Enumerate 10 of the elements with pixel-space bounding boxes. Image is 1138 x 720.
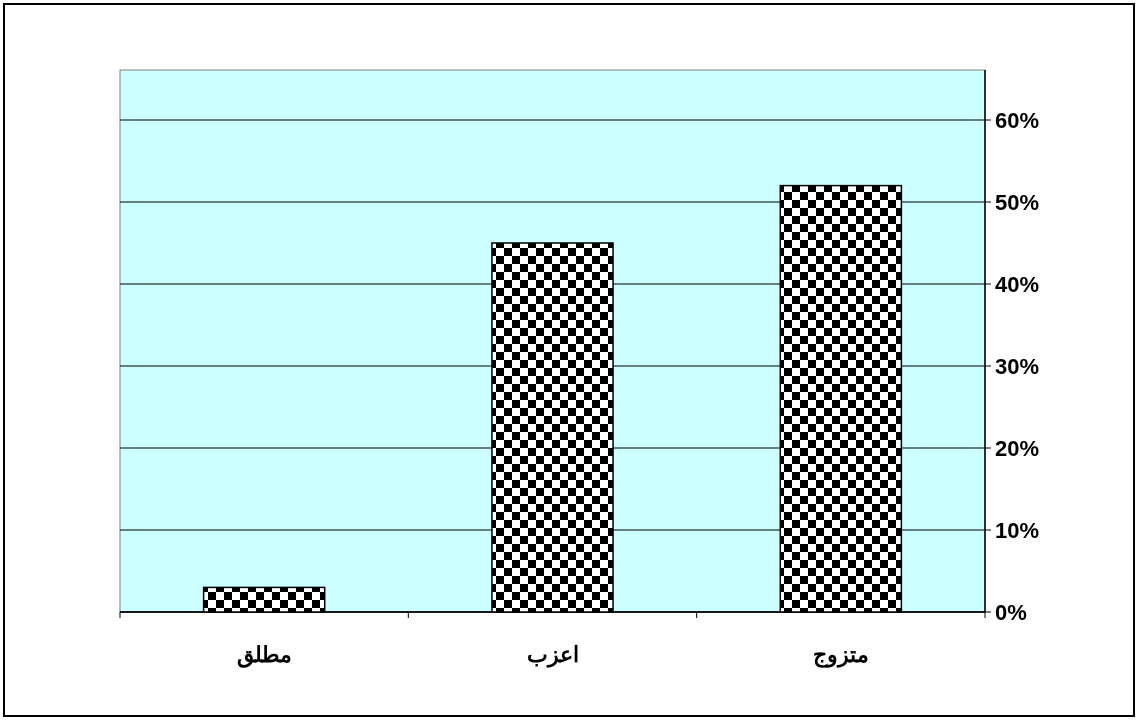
x-tick-label: متزوج xyxy=(812,642,869,668)
y-tick-label: 20% xyxy=(995,436,1040,461)
y-tick-label: 60% xyxy=(995,108,1040,133)
y-tick-label: 40% xyxy=(995,272,1040,297)
y-tick-label: 30% xyxy=(995,354,1040,379)
x-tick-label: اعزب xyxy=(526,642,579,668)
y-tick-label: 10% xyxy=(995,518,1040,543)
y-tick-label: 0% xyxy=(995,600,1027,625)
y-tick-label: 50% xyxy=(995,190,1040,215)
x-tick-label: مطلق xyxy=(236,642,292,668)
